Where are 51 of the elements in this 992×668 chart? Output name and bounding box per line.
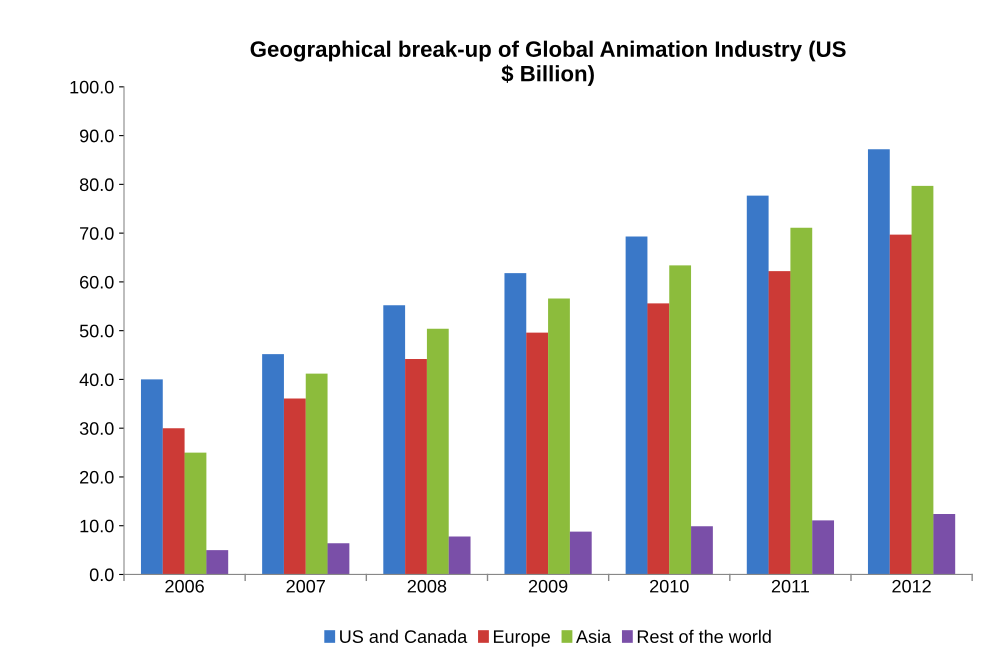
bar xyxy=(691,526,713,574)
x-tick-label: 2012 xyxy=(892,580,931,593)
bar xyxy=(184,452,206,574)
bar xyxy=(426,328,449,574)
y-tick-label: 80.0 xyxy=(80,178,114,192)
bar xyxy=(746,196,769,574)
bar xyxy=(140,379,163,574)
x-tick-label: 2009 xyxy=(528,580,568,593)
y-tick-label: 60.0 xyxy=(80,276,114,289)
legend-label: US and Canada xyxy=(340,630,468,644)
bar xyxy=(448,536,471,574)
bar xyxy=(933,514,956,574)
bar xyxy=(626,236,648,574)
y-tick-label: 40.0 xyxy=(80,373,114,386)
bar xyxy=(284,398,306,574)
bar xyxy=(328,543,350,574)
legend-label: Rest of the world xyxy=(638,630,771,644)
bar xyxy=(570,532,592,574)
y-tick-label: 20.0 xyxy=(80,470,114,484)
bar xyxy=(162,428,185,574)
bar xyxy=(669,265,692,574)
y-tick-label: 100.0 xyxy=(70,80,114,94)
bar xyxy=(306,374,328,574)
x-tick-label: 2010 xyxy=(650,580,689,593)
x-tick-label: 2007 xyxy=(286,580,325,593)
bar xyxy=(383,305,406,574)
bar xyxy=(504,273,526,574)
y-tick-label: 50.0 xyxy=(80,324,114,338)
bar xyxy=(262,354,284,574)
legend-label: Asia xyxy=(576,630,612,644)
x-tick-label: 2008 xyxy=(408,580,446,593)
bar xyxy=(405,358,427,574)
y-tick-label: 10.0 xyxy=(80,520,114,532)
y-tick-label: 90.0 xyxy=(80,130,114,142)
bar xyxy=(868,149,890,574)
x-tick-label: 2011 xyxy=(772,580,809,593)
chart-title: Geographical break-up of Global Animation Industry (US $ Billion) xyxy=(250,40,846,86)
bar xyxy=(548,298,570,574)
bar xyxy=(647,303,670,574)
bar xyxy=(912,186,934,574)
bar xyxy=(768,271,790,574)
bar xyxy=(526,332,548,574)
bar xyxy=(890,234,912,574)
bar xyxy=(812,520,834,574)
y-tick-label: 70.0 xyxy=(80,227,114,240)
bar xyxy=(790,228,812,574)
y-tick-label: 0.0 xyxy=(90,568,114,582)
y-tick-label: 30.0 xyxy=(80,422,114,435)
legend-label: Europe xyxy=(494,630,550,647)
x-tick-label: 2006 xyxy=(165,580,204,593)
bar xyxy=(206,550,228,574)
